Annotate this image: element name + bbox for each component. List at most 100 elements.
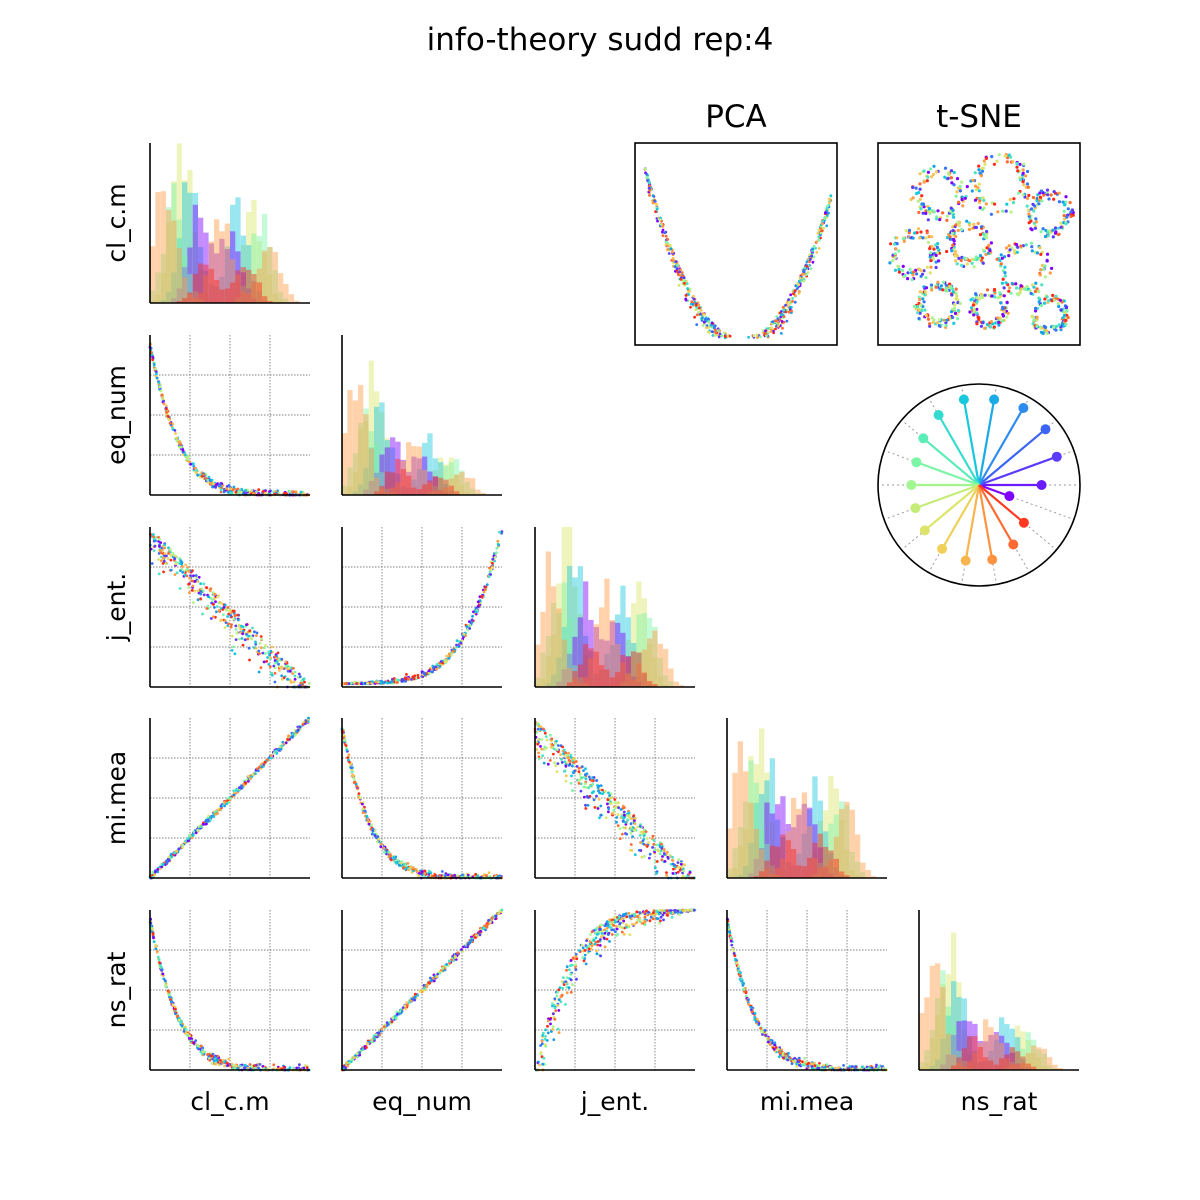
histogram-bar: [631, 643, 637, 687]
histogram-bar: [400, 486, 406, 495]
scatter-point: [404, 867, 407, 871]
scatter-point: [625, 925, 628, 929]
histogram-bar: [470, 488, 476, 495]
scatter-point: [157, 572, 161, 576]
histogram-bar: [583, 655, 589, 687]
scatter-point: [245, 623, 248, 626]
scatter-point: [633, 914, 636, 918]
scatter-point: [474, 936, 477, 939]
scatter-point: [219, 490, 223, 494]
histogram-bar: [556, 612, 562, 687]
scatter-point: [395, 681, 399, 684]
scatter-point: [239, 1064, 242, 1068]
scatter-point: [470, 621, 474, 624]
histogram-bar: [384, 492, 390, 495]
histogram-bar: [828, 850, 834, 878]
histogram-bar: [1057, 1068, 1063, 1070]
scatter-point: [671, 855, 674, 859]
histogram-bar: [352, 453, 358, 495]
histogram-bar: [945, 974, 951, 1070]
histogram-bar: [791, 797, 797, 878]
scatter-point: [275, 660, 279, 663]
scatter-point: [585, 939, 588, 942]
histogram-bar: [1025, 1053, 1031, 1070]
scatter-point: [252, 1064, 256, 1068]
scatter-point: [227, 622, 230, 626]
scatter-point: [228, 609, 232, 613]
histogram-bar: [983, 1019, 989, 1070]
histogram-bar: [999, 1058, 1005, 1070]
scatter-point: [151, 355, 155, 359]
histogram-bar: [631, 676, 637, 687]
scatter-point: [671, 872, 675, 875]
scatter-panel: [726, 910, 888, 1072]
scatter-point: [240, 785, 244, 789]
histogram-bar: [993, 1064, 999, 1070]
scatter-point: [302, 1066, 306, 1070]
scatter-point: [174, 432, 177, 435]
histogram-bar: [977, 1043, 983, 1070]
histogram-bar: [620, 662, 626, 687]
scatter-point: [192, 574, 195, 578]
histogram-bar: [390, 487, 396, 495]
histogram-bar: [230, 204, 236, 303]
scatter-point: [618, 827, 622, 830]
scatter-point: [192, 1041, 196, 1044]
scatter-point: [617, 915, 621, 919]
histogram-bar: [775, 804, 781, 878]
scatter-point: [345, 748, 349, 752]
scatter-point: [539, 727, 543, 731]
scatter-point: [607, 796, 611, 800]
histogram-bar: [652, 657, 658, 687]
histogram-bar: [567, 565, 573, 687]
scatter-point: [258, 765, 261, 769]
histogram-bar: [769, 873, 775, 878]
histogram-bar: [652, 626, 658, 687]
scatter-point: [373, 828, 377, 832]
histogram-bar: [775, 875, 781, 878]
scatter-point: [301, 722, 305, 726]
scatter-point: [681, 909, 685, 913]
histogram-bar: [390, 437, 396, 495]
scatter-point: [288, 669, 292, 673]
scatter-point: [612, 809, 616, 812]
histogram-bar: [769, 865, 775, 878]
scatter-point: [159, 389, 163, 393]
scatter-point: [220, 1060, 223, 1064]
scatter-point: [647, 910, 650, 914]
scatter-point: [479, 929, 483, 933]
scatter-point: [633, 853, 637, 857]
histogram-bar: [224, 249, 230, 303]
scatter-point: [218, 484, 222, 488]
scatter-point: [595, 952, 599, 956]
scatter-point: [468, 941, 472, 945]
scatter-point: [624, 821, 628, 824]
histogram-bar: [278, 273, 284, 303]
scatter-point: [241, 629, 245, 633]
scatter-point: [551, 1002, 554, 1005]
scatter-point: [229, 796, 232, 800]
histogram-bar: [812, 842, 818, 878]
scatter-point: [633, 822, 637, 826]
scatter-point: [633, 923, 637, 926]
scatter-point: [659, 849, 663, 853]
scatter-point: [223, 619, 227, 622]
histogram-bar: [583, 643, 589, 687]
histogram-bar: [977, 1047, 983, 1070]
scatter-point: [202, 473, 206, 477]
histogram-bar: [609, 684, 615, 687]
histogram-bar: [577, 566, 583, 687]
histogram-bar: [1004, 1067, 1010, 1070]
histogram-bar: [363, 421, 369, 495]
scatter-point: [347, 682, 351, 686]
scatter-point: [671, 862, 675, 866]
scatter-point: [153, 544, 157, 548]
scatter-point: [347, 753, 351, 757]
scatter-point: [405, 1001, 409, 1004]
scatter-point: [155, 370, 158, 374]
histogram-bar: [956, 1021, 962, 1070]
histogram-bar: [368, 448, 374, 495]
histogram-bar: [588, 678, 594, 687]
scatter-panel: [148, 335, 311, 497]
scatter-point: [180, 565, 184, 568]
